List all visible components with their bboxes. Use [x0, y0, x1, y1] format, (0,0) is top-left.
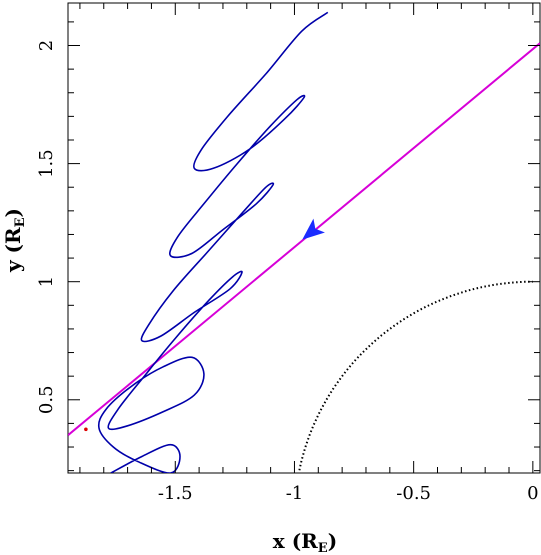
- x-axis-label-unit-sub: E: [318, 541, 328, 555]
- direction-arrow: [302, 218, 325, 240]
- x-tick-label: 0: [527, 483, 538, 504]
- y-tick-label: 1: [36, 276, 57, 287]
- field-line: [68, 42, 540, 436]
- x-axis-label-main: x: [273, 529, 286, 553]
- axis-ticks: -1.5 -1 -0.5 0 0.5 1 1.5 2: [36, 3, 540, 504]
- y-tick-label: 0.5: [36, 385, 57, 414]
- y-axis-label-unit-sub: E: [13, 217, 28, 227]
- red-marker-dot: [84, 427, 88, 432]
- y-axis-label-unit: R: [1, 227, 25, 244]
- y-tick-label: 1.5: [36, 149, 57, 178]
- x-axis-label-unit: R: [301, 529, 318, 553]
- spiral-orbit-curve: [97, 11, 329, 473]
- x-axis-label-paren-open: (: [285, 529, 301, 553]
- y-axis-label-paren-close: ): [1, 208, 25, 217]
- x-axis-label: x (RE): [273, 529, 337, 555]
- y-axis-label-main: y: [1, 259, 25, 273]
- x-tick-label: -1: [286, 483, 304, 504]
- direction-arrow-head: [302, 218, 325, 240]
- plot-marks: [68, 11, 540, 473]
- x-tick-label: -0.5: [396, 483, 431, 504]
- y-tick-label: 2: [36, 40, 57, 51]
- x-axis-label-paren-close: ): [328, 529, 337, 553]
- plot-frame: [67, 2, 541, 474]
- x-tick-label: -1.5: [158, 483, 193, 504]
- y-axis-label-paren-open: (: [1, 244, 25, 260]
- y-axis-label: y (RE): [1, 208, 28, 273]
